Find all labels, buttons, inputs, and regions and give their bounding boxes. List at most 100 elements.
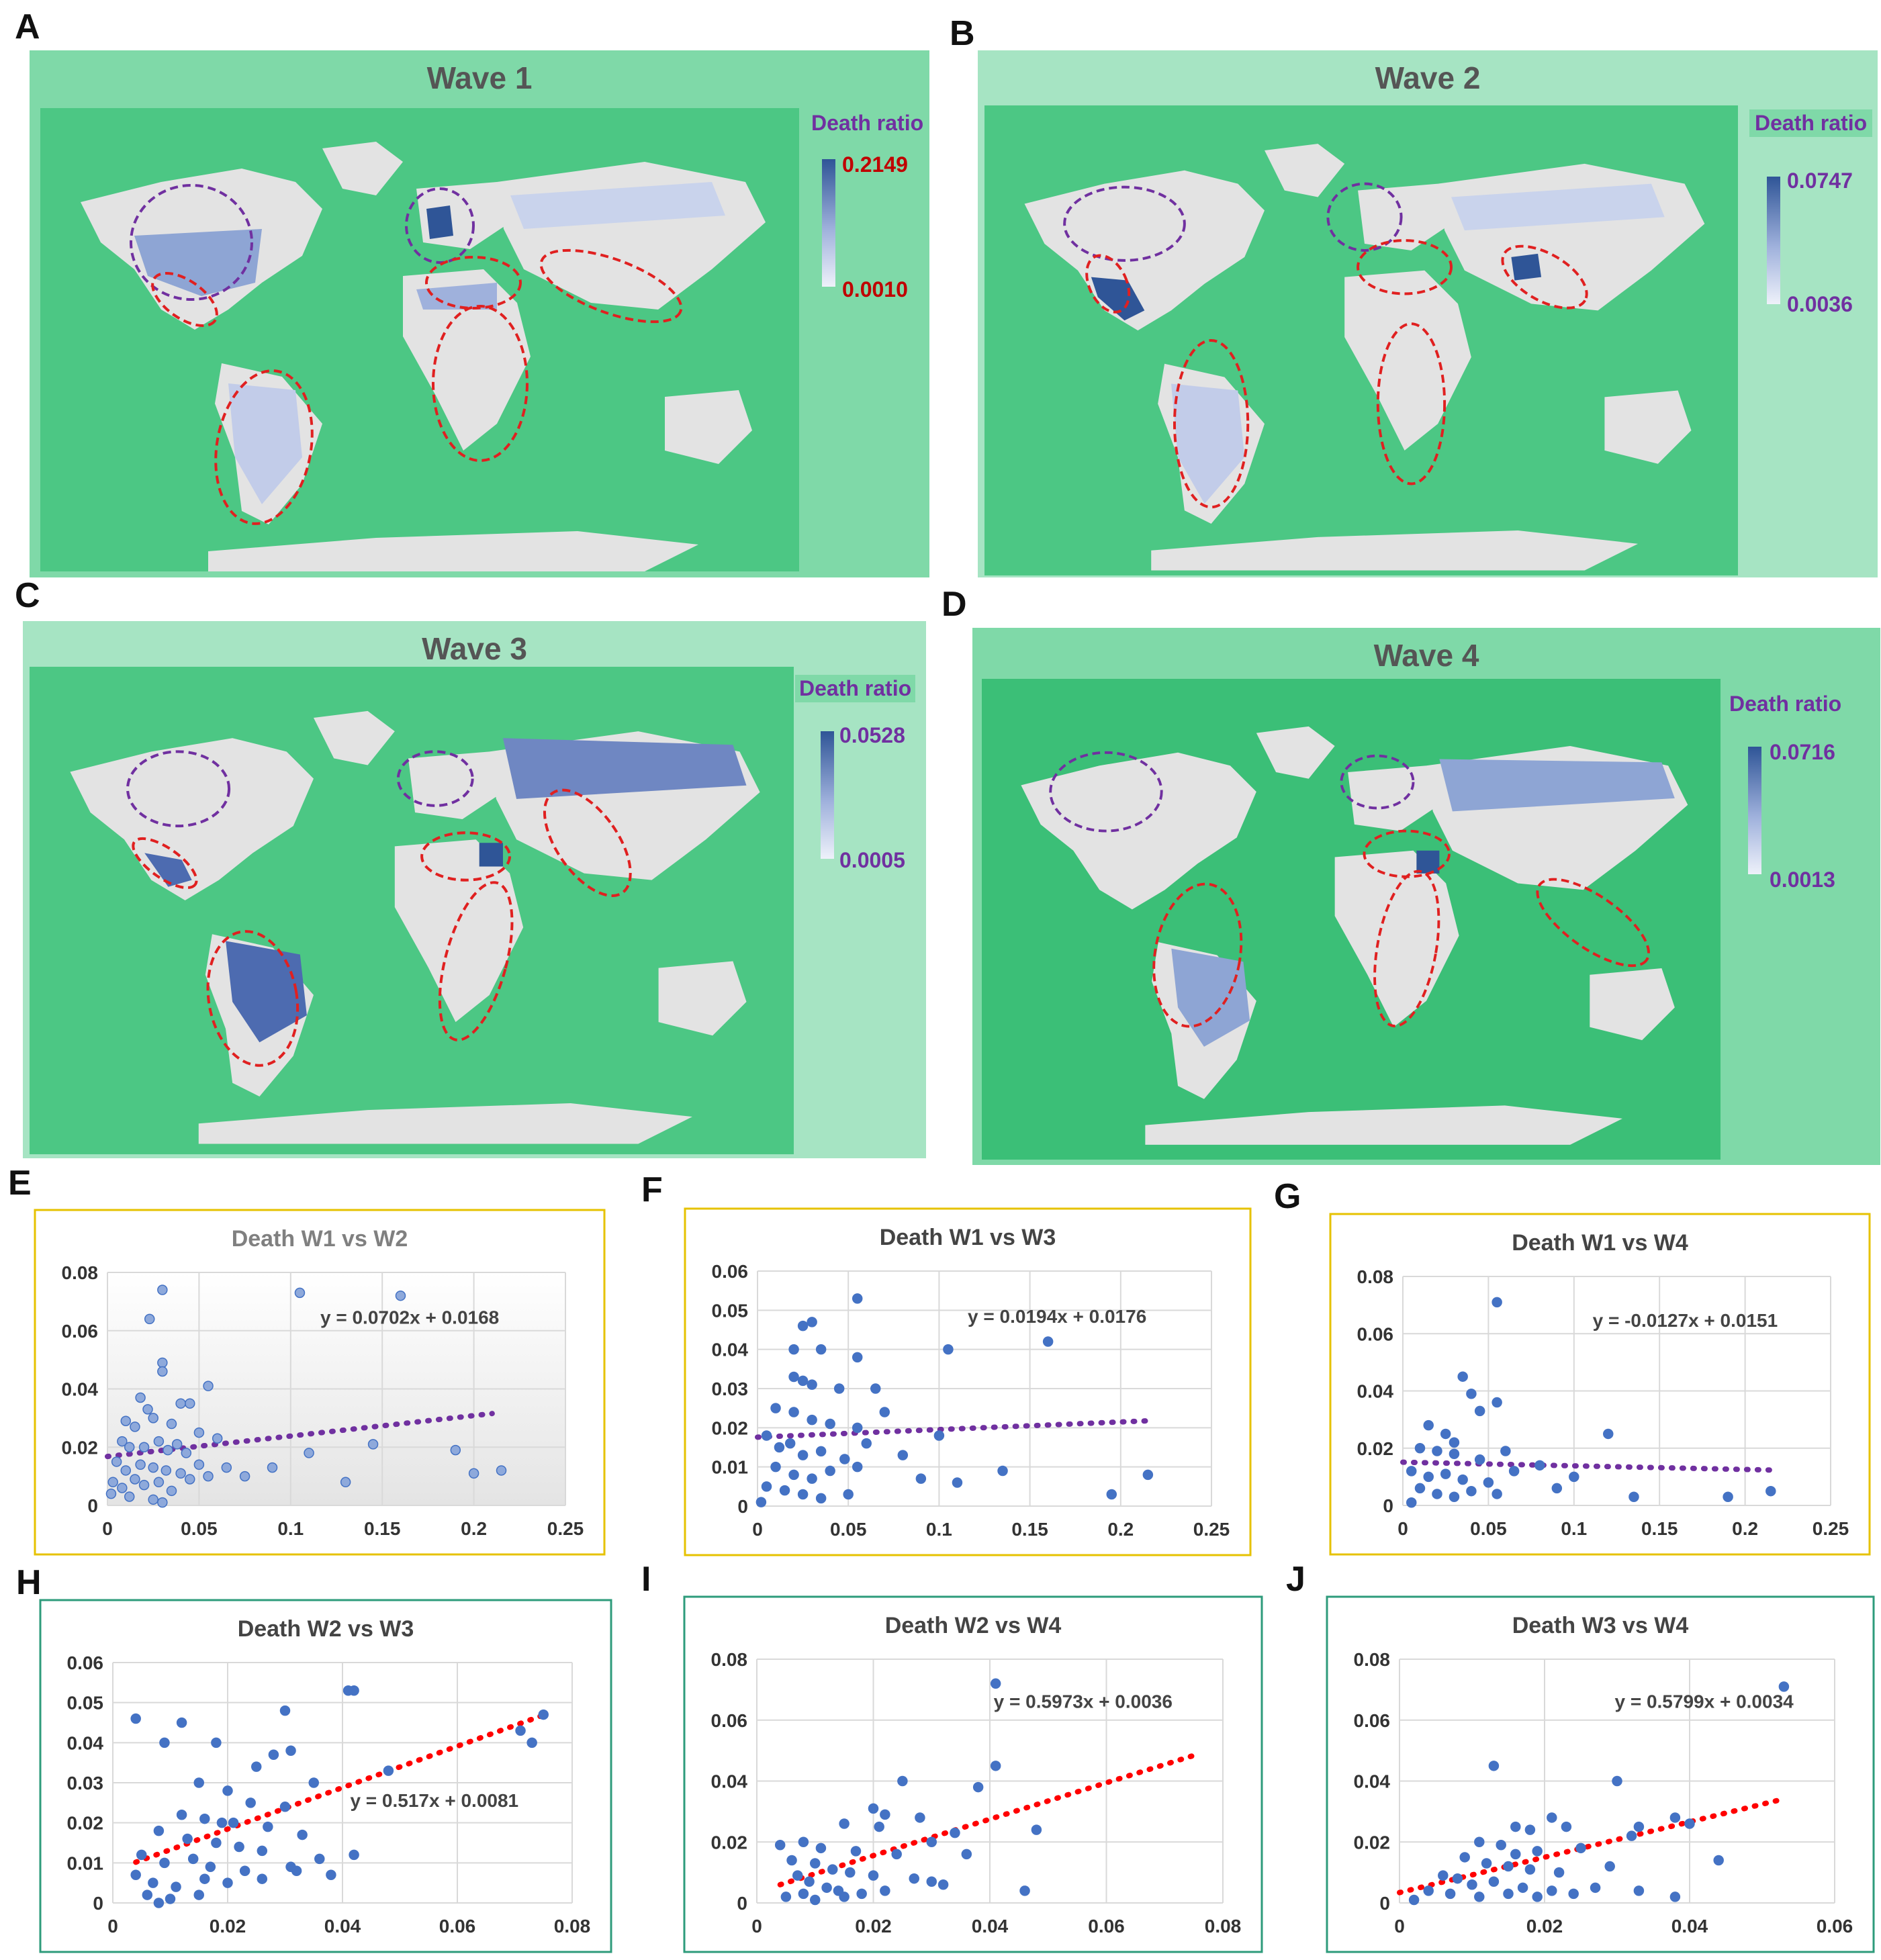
- data-point: [1612, 1775, 1622, 1787]
- y-tick-label: 0.06: [712, 1261, 749, 1282]
- legend-title: Death ratio: [795, 675, 916, 702]
- y-tick-label: 0.03: [67, 1773, 104, 1793]
- data-point: [1466, 1389, 1477, 1399]
- data-point: [171, 1881, 181, 1892]
- data-point: [770, 1403, 781, 1413]
- trendline: [777, 1753, 1197, 1887]
- data-point: [784, 1438, 796, 1449]
- data-point: [314, 1853, 325, 1865]
- panel-label-d: D: [942, 585, 967, 624]
- chart-title: Death W1 vs W3: [880, 1225, 1056, 1250]
- data-point: [915, 1473, 927, 1484]
- data-point: [868, 1803, 879, 1814]
- data-point: [205, 1861, 216, 1873]
- x-tick-label: 0.25: [547, 1518, 584, 1539]
- north-africa-shaded: [416, 283, 497, 310]
- x-tick-label: 0.1: [926, 1519, 952, 1540]
- data-point: [1438, 1870, 1449, 1881]
- data-point: [159, 1857, 170, 1869]
- map-panel-wave4: Wave 4: [972, 628, 1880, 1165]
- map-area: [984, 105, 1738, 575]
- scatter-chart-svg: Death W1 vs W3 0 0.01 0.02 0.03 0.04 0.05 0.06 0…: [684, 1207, 1252, 1556]
- data-point: [515, 1725, 526, 1736]
- trendline-equation: y = 0.5799x + 0.0034: [1614, 1691, 1794, 1712]
- chart-title: Death W2 vs W3: [238, 1616, 414, 1642]
- data-point: [157, 1285, 168, 1295]
- data-point: [990, 1761, 1001, 1771]
- x-tick-label: 0.04: [324, 1916, 361, 1936]
- data-point: [159, 1737, 170, 1748]
- data-point: [1459, 1852, 1470, 1863]
- data-point: [1723, 1491, 1733, 1502]
- map-legend: Death ratio 0.0716 0.0013: [1728, 692, 1879, 906]
- data-point: [349, 1685, 359, 1696]
- legend-max: 0.2149: [842, 152, 908, 177]
- y-tick-label: 0: [1383, 1495, 1393, 1516]
- data-point: [212, 1433, 223, 1444]
- data-point: [804, 1876, 815, 1887]
- world-map: [70, 710, 760, 1144]
- y-tick-label: 0.04: [62, 1379, 99, 1400]
- y-tick-label: 0.01: [712, 1457, 749, 1478]
- y-tick-label: 0.05: [67, 1693, 104, 1714]
- x-tick-label: 0.05: [181, 1518, 218, 1539]
- legend-gradient: [1748, 747, 1761, 874]
- data-point: [193, 1459, 205, 1471]
- data-point: [897, 1775, 908, 1787]
- x-tick-label: 0: [751, 1916, 762, 1936]
- x-tick-label: 0.2: [1732, 1518, 1758, 1539]
- trendline: [1400, 1459, 1774, 1473]
- data-point: [257, 1845, 268, 1857]
- data-point: [779, 1485, 790, 1496]
- x-tick-label: 0.02: [855, 1916, 892, 1936]
- chart-border: [683, 1595, 1263, 1953]
- data-point: [193, 1427, 205, 1438]
- panel-label-c: C: [15, 576, 40, 615]
- data-point: [815, 1446, 827, 1457]
- data-point: [815, 1493, 827, 1504]
- map-title: Wave 2: [1375, 60, 1481, 95]
- data-point: [952, 1477, 963, 1488]
- data-point: [135, 1392, 146, 1403]
- x-tick-label: 0.02: [1526, 1916, 1563, 1936]
- data-point: [136, 1849, 147, 1861]
- data-point: [810, 1894, 821, 1906]
- map-legend: Death ratio 0.2149 0.0010: [802, 111, 929, 312]
- legend-title: Death ratio: [1729, 692, 1842, 716]
- x-tick-label: 0: [102, 1518, 113, 1539]
- data-point: [1432, 1446, 1442, 1456]
- data-point: [1684, 1818, 1695, 1829]
- panel-label-f: F: [641, 1170, 663, 1209]
- map-legend: Death ratio 0.0528 0.0005: [795, 675, 926, 890]
- map-legend: Death ratio 0.0747 0.0036: [1740, 109, 1878, 324]
- data-point: [211, 1737, 222, 1748]
- data-point: [870, 1383, 881, 1394]
- data-point: [1510, 1821, 1521, 1832]
- data-point: [933, 1430, 945, 1441]
- y-tick-label: 0.04: [711, 1771, 748, 1792]
- y-tick-label: 0.08: [1354, 1649, 1391, 1670]
- australia: [665, 390, 752, 464]
- data-point: [792, 1870, 803, 1881]
- data-point: [1532, 1846, 1543, 1857]
- y-tick-label: 0.02: [67, 1813, 104, 1834]
- x-tick-label: 0.04: [972, 1916, 1009, 1936]
- x-tick-label: 0.04: [1671, 1916, 1708, 1936]
- data-point: [1474, 1454, 1485, 1465]
- data-point: [798, 1888, 809, 1900]
- data-point: [1500, 1446, 1511, 1456]
- data-point: [1423, 1471, 1434, 1483]
- highlight-south-america: [214, 369, 314, 525]
- panel-label-a: A: [15, 7, 40, 46]
- data-point: [1449, 1491, 1460, 1502]
- data-point: [148, 1413, 158, 1424]
- data-point: [291, 1865, 302, 1877]
- data-point: [117, 1436, 128, 1447]
- data-point: [850, 1846, 862, 1857]
- data-point: [755, 1497, 767, 1507]
- data-point: [153, 1898, 165, 1908]
- y-tick-label: 0.02: [711, 1832, 748, 1853]
- data-point: [798, 1836, 809, 1847]
- data-point: [1474, 1836, 1485, 1847]
- x-tick-label: 0.06: [1817, 1916, 1853, 1936]
